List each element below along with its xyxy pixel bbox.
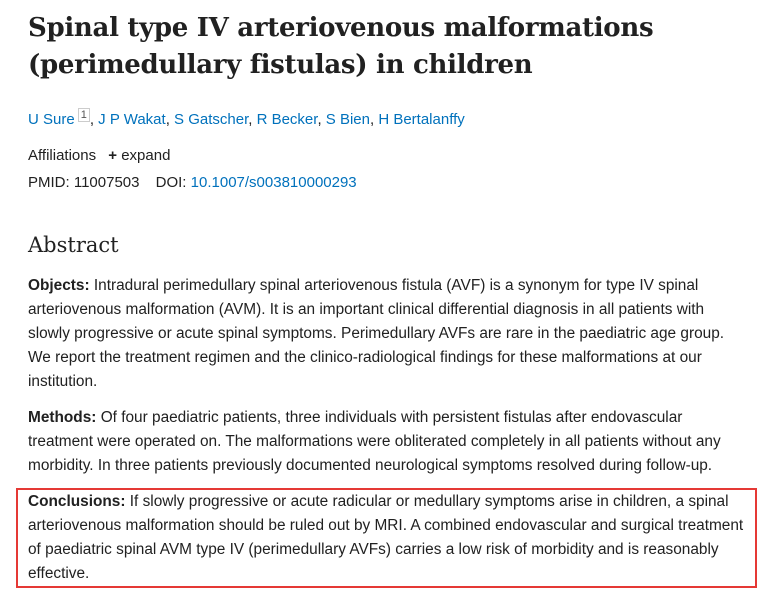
abstract-heading: Abstract [28, 233, 119, 257]
author-link[interactable]: J P Wakat [98, 111, 166, 128]
author-list: U Sure 1, J P Wakat, S Gatscher, R Becker… [28, 104, 750, 131]
pmid-label: PMID: [28, 174, 70, 191]
author-link[interactable]: S Gatscher [174, 111, 249, 128]
abstract-body: Objects: Intradural perimedullary spinal… [16, 274, 757, 588]
author-link[interactable]: S Bien [325, 111, 370, 128]
abstract-section: Methods: Of four paediatric patients, th… [28, 406, 750, 478]
article-title: Spinal type IV arteriovenous malformatio… [28, 13, 654, 80]
identifiers: PMID: 11007503 DOI: 10.1007/s00381000029… [28, 172, 750, 194]
author-separator: , [248, 111, 253, 128]
author-separator: , [165, 111, 170, 128]
article: Spinal type IV arteriovenous malformatio… [16, 10, 757, 588]
affiliations: Affiliations + expand [28, 145, 750, 167]
section-label: Objects: [28, 277, 90, 294]
affiliations-label: Affiliations [28, 147, 97, 164]
author-separator: , [369, 111, 375, 128]
expand-icon[interactable]: + [108, 147, 118, 164]
author-separator: , [317, 111, 322, 128]
section-text: Of four paediatric patients, three indiv… [28, 409, 721, 474]
abstract-section: Objects: Intradural perimedullary spinal… [28, 274, 750, 394]
doi-label: DOI: [155, 174, 187, 191]
author-link[interactable]: H Bertalanffy [378, 111, 465, 128]
affiliation-number[interactable]: 1 [77, 108, 90, 122]
author-link[interactable]: R Becker [256, 111, 318, 128]
section-label: Conclusions: [28, 493, 126, 510]
abstract-section: Conclusions: If slowly progressive or ac… [16, 488, 757, 588]
section-text: Intradural perimedullary spinal arteriov… [28, 277, 725, 390]
section-text: If slowly progressive or acute radicular… [28, 493, 744, 582]
author-separator: , [89, 111, 94, 128]
doi-link[interactable]: 10.1007/s003810000293 [190, 174, 357, 191]
pmid: 11007503 [73, 174, 140, 191]
expand-link[interactable]: expand [121, 147, 171, 164]
author-link[interactable]: U Sure [28, 111, 75, 128]
section-label: Methods: [28, 409, 97, 426]
